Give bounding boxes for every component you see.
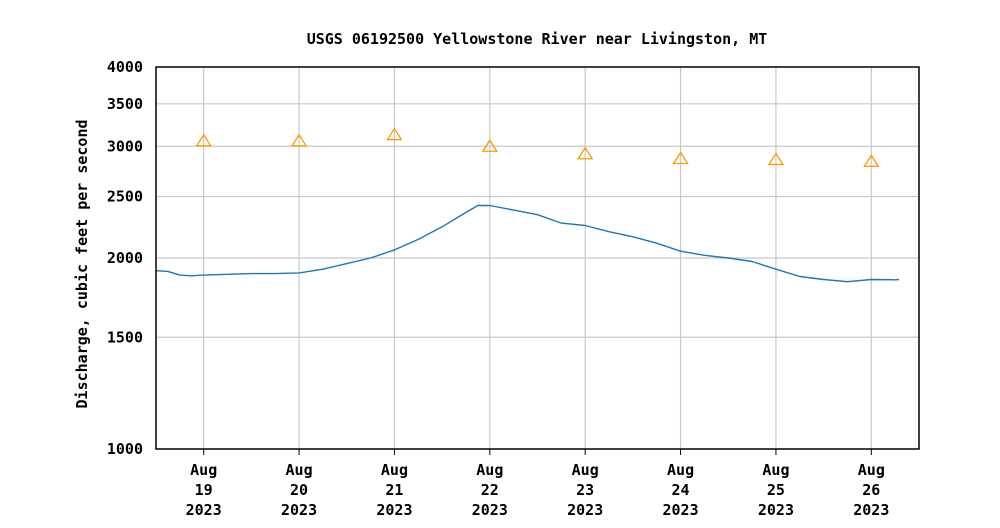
x-tick-label: Aug	[667, 461, 694, 479]
x-tick-label: Aug	[190, 461, 217, 479]
x-tick-label: Aug	[381, 461, 408, 479]
triangle-marker	[195, 133, 212, 147]
x-tick-label: 2023	[663, 501, 699, 519]
triangle-marker	[290, 133, 308, 147]
x-tick-label: 26	[862, 481, 880, 499]
x-tick-label: 20	[290, 481, 308, 499]
triangle-marker	[386, 127, 403, 141]
x-tick-label: Aug	[476, 461, 503, 479]
x-tick-label: 2023	[758, 501, 794, 519]
x-tick-label: Aug	[572, 461, 599, 479]
triangle-marker	[672, 151, 689, 165]
x-tick-label: 23	[576, 481, 594, 499]
x-tick-label: 2023	[376, 501, 412, 519]
y-tick-label: 2000	[107, 249, 143, 267]
triangle-marker	[481, 139, 498, 152]
x-tick-label: 2023	[853, 501, 889, 519]
x-tick-label: 19	[195, 481, 213, 499]
x-tick-label: 22	[481, 481, 499, 499]
x-tick-label: 25	[767, 481, 785, 499]
x-tick-label: 2023	[567, 501, 603, 519]
plot-frame	[155, 66, 920, 450]
discharge-line	[155, 204, 900, 283]
y-tick-label: 4000	[107, 58, 143, 76]
y-tick-label: 3000	[107, 137, 143, 155]
x-tick-label: Aug	[286, 461, 313, 479]
y-tick-labels: 1000 1500 2000 2500 3000 3500 4000	[107, 58, 143, 458]
x-tick-label: 2023	[186, 501, 222, 519]
triangle-marker	[577, 146, 594, 160]
triangle-marker	[863, 154, 880, 168]
series-layer	[155, 127, 900, 283]
y-axis-label: Discharge, cubic feet per second	[73, 120, 91, 409]
y-tick-label: 3500	[107, 95, 143, 113]
x-tick-labels: Aug 19 2023 Aug 20 2023 Aug 21 2023 Aug 22 2023 Aug 2…	[186, 449, 889, 519]
x-tick-label: 21	[385, 481, 403, 499]
x-tick-label: Aug	[762, 461, 789, 479]
y-tick-label: 1500	[107, 328, 143, 346]
y-tick-label: 1000	[107, 440, 143, 458]
y-tick-label: 2500	[107, 188, 143, 206]
x-tick-label: 24	[672, 481, 690, 499]
triangle-marker	[767, 152, 785, 166]
x-tick-label: 2023	[281, 501, 317, 519]
grid-lines	[156, 67, 919, 449]
x-tick-label: 2023	[472, 501, 508, 519]
x-tick-label: Aug	[858, 461, 885, 479]
chart-title: USGS 06192500 Yellowstone River near Liv…	[307, 30, 768, 48]
